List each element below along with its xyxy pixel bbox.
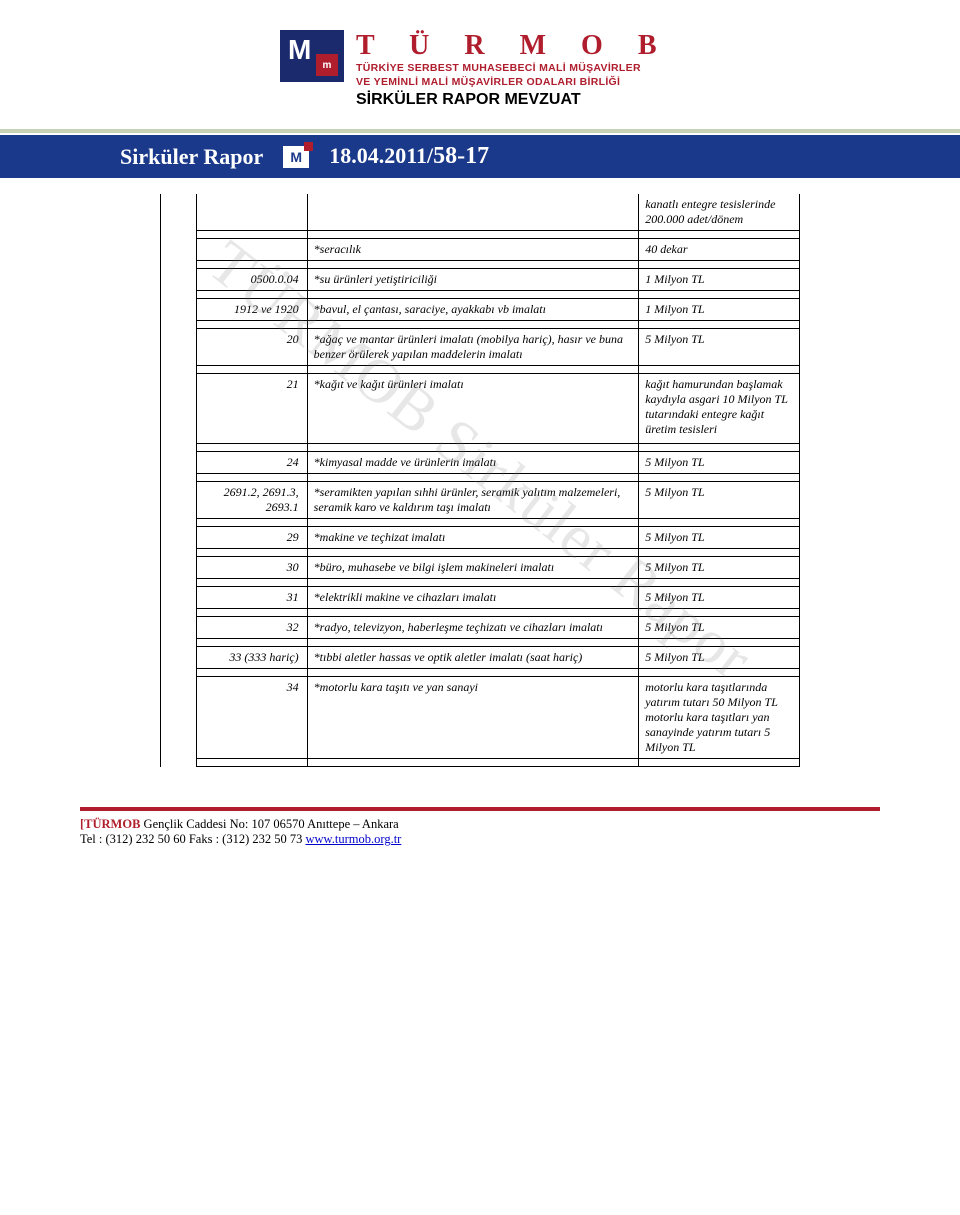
cell-value: 5 Milyon TL — [639, 557, 800, 579]
table-row: *seracılık40 dekar — [161, 239, 800, 261]
cell-code: 31 — [197, 587, 308, 609]
ribbon-stripe — [0, 129, 960, 133]
table-row — [161, 759, 800, 767]
table-row — [161, 231, 800, 239]
cell-desc: *elektrikli makine ve cihazları imalatı — [307, 587, 639, 609]
cell-value: motorlu kara taşıtlarında yatırım tutarı… — [639, 677, 800, 759]
footer-prefix: [TÜRMOB — [80, 817, 140, 831]
header-text: T Ü R M O B TÜRKİYE SERBEST MUHASEBECİ M… — [356, 30, 880, 109]
cell-value: 1 Milyon TL — [639, 299, 800, 321]
brand-subtitle-2: VE YEMİNLİ MALİ MÜŞAVİRLER ODALARI BİRLİ… — [356, 76, 880, 90]
cell-value: kağıt hamurundan başlamak kaydıyla asgar… — [639, 374, 800, 444]
table-row: 33 (333 hariç)*tıbbi aletler hassas ve o… — [161, 647, 800, 669]
table-row: kanatlı entegre tesislerinde 200.000 ade… — [161, 194, 800, 231]
table-row: 2691.2, 2691.3, 2693.1*seramikten yapıla… — [161, 482, 800, 519]
cell-desc: *ağaç ve mantar ürünleri imalatı (mobily… — [307, 329, 639, 366]
cell-value: 5 Milyon TL — [639, 587, 800, 609]
ribbon-date: 18.04.2011/ — [329, 143, 433, 168]
cell-code: 2691.2, 2691.3, 2693.1 — [197, 482, 308, 519]
ribbon-issue: 58-17 — [433, 143, 489, 169]
cell-desc: *seracılık — [307, 239, 639, 261]
cell-code: 24 — [197, 452, 308, 474]
table-row: 32*radyo, televizyon, haberleşme teçhiza… — [161, 617, 800, 639]
table-row — [161, 549, 800, 557]
ribbon-logo-icon: M — [283, 146, 309, 168]
table-row — [161, 444, 800, 452]
cell-desc: *tıbbi aletler hassas ve optik aletler i… — [307, 647, 639, 669]
cell-desc: *radyo, televizyon, haberleşme teçhizatı… — [307, 617, 639, 639]
cell-desc: *makine ve teçhizat imalatı — [307, 527, 639, 549]
table-row: 0500.0.04*su ürünleri yetiştiriciliği1 M… — [161, 269, 800, 291]
cell-value: 1 Milyon TL — [639, 269, 800, 291]
cell-code: 21 — [197, 374, 308, 444]
table-row — [161, 321, 800, 329]
cell-code — [197, 239, 308, 261]
cell-value: kanatlı entegre tesislerinde 200.000 ade… — [639, 194, 800, 231]
cell-desc: *kimyasal madde ve ürünlerin imalatı — [307, 452, 639, 474]
table-row — [161, 639, 800, 647]
table-row — [161, 669, 800, 677]
cell-desc: *motorlu kara taşıtı ve yan sanayi — [307, 677, 639, 759]
cell-code: 20 — [197, 329, 308, 366]
cell-desc: *seramikten yapılan sıhhi ürünler, seram… — [307, 482, 639, 519]
brand-logo-inner: m — [316, 54, 338, 76]
table-row — [161, 474, 800, 482]
table-row — [161, 261, 800, 269]
cell-desc: *kağıt ve kağıt ürünleri imalatı — [307, 374, 639, 444]
cell-code: 1912 ve 1920 — [197, 299, 308, 321]
table-row: 31*elektrikli makine ve cihazları imalat… — [161, 587, 800, 609]
brand-subtitle-1: TÜRKİYE SERBEST MUHASEBECİ MALİ MÜŞAVİRL… — [356, 62, 880, 76]
cell-desc — [307, 194, 639, 231]
table-row: 24*kimyasal madde ve ürünlerin imalatı5 … — [161, 452, 800, 474]
cell-code: 33 (333 hariç) — [197, 647, 308, 669]
table-row — [161, 579, 800, 587]
cell-value: 5 Milyon TL — [639, 647, 800, 669]
cell-code — [197, 194, 308, 231]
ribbon: Sirküler Rapor M 18.04.2011/58-17 — [0, 129, 960, 178]
table-row: 34*motorlu kara taşıtı ve yan sanayimoto… — [161, 677, 800, 759]
brand-title: T Ü R M O B — [356, 30, 880, 62]
content-table: kanatlı entegre tesislerinde 200.000 ade… — [160, 194, 800, 767]
footer-address: Gençlik Caddesi No: 107 06570 Anıttepe –… — [140, 817, 398, 831]
cell-value: 5 Milyon TL — [639, 482, 800, 519]
table-row — [161, 519, 800, 527]
table-row: 1912 ve 1920*bavul, el çantası, saraciye… — [161, 299, 800, 321]
footer-url[interactable]: www.turmob.org.tr — [306, 832, 402, 846]
cell-code: 29 — [197, 527, 308, 549]
cell-code: 30 — [197, 557, 308, 579]
table-row: 30*büro, muhasebe ve bilgi işlem makinel… — [161, 557, 800, 579]
section-title: SİRKÜLER RAPOR MEVZUAT — [356, 91, 880, 109]
cell-desc: *su ürünleri yetiştiriciliği — [307, 269, 639, 291]
cell-code: 32 — [197, 617, 308, 639]
footer-tel: Tel : (312) 232 50 60 Faks : (312) 232 5… — [80, 832, 306, 846]
table-row: 29*makine ve teçhizat imalatı5 Milyon TL — [161, 527, 800, 549]
page-header: m T Ü R M O B TÜRKİYE SERBEST MUHASEBECİ… — [280, 30, 880, 109]
cell-value: 5 Milyon TL — [639, 527, 800, 549]
cell-value: 40 dekar — [639, 239, 800, 261]
table-row — [161, 366, 800, 374]
table-row — [161, 609, 800, 617]
cell-value: 5 Milyon TL — [639, 452, 800, 474]
cell-code: 34 — [197, 677, 308, 759]
table-row: 20*ağaç ve mantar ürünleri imalatı (mobi… — [161, 329, 800, 366]
cell-value: 5 Milyon TL — [639, 329, 800, 366]
brand-logo: m — [280, 30, 344, 82]
table-row — [161, 291, 800, 299]
page-footer: [TÜRMOB Gençlik Caddesi No: 107 06570 An… — [80, 807, 880, 847]
ribbon-title: Sirküler Rapor — [120, 144, 263, 170]
cell-desc: *büro, muhasebe ve bilgi işlem makineler… — [307, 557, 639, 579]
cell-value: 5 Milyon TL — [639, 617, 800, 639]
cell-code: 0500.0.04 — [197, 269, 308, 291]
table-row: 21*kağıt ve kağıt ürünleri imalatıkağıt … — [161, 374, 800, 444]
cell-desc: *bavul, el çantası, saraciye, ayakkabı v… — [307, 299, 639, 321]
